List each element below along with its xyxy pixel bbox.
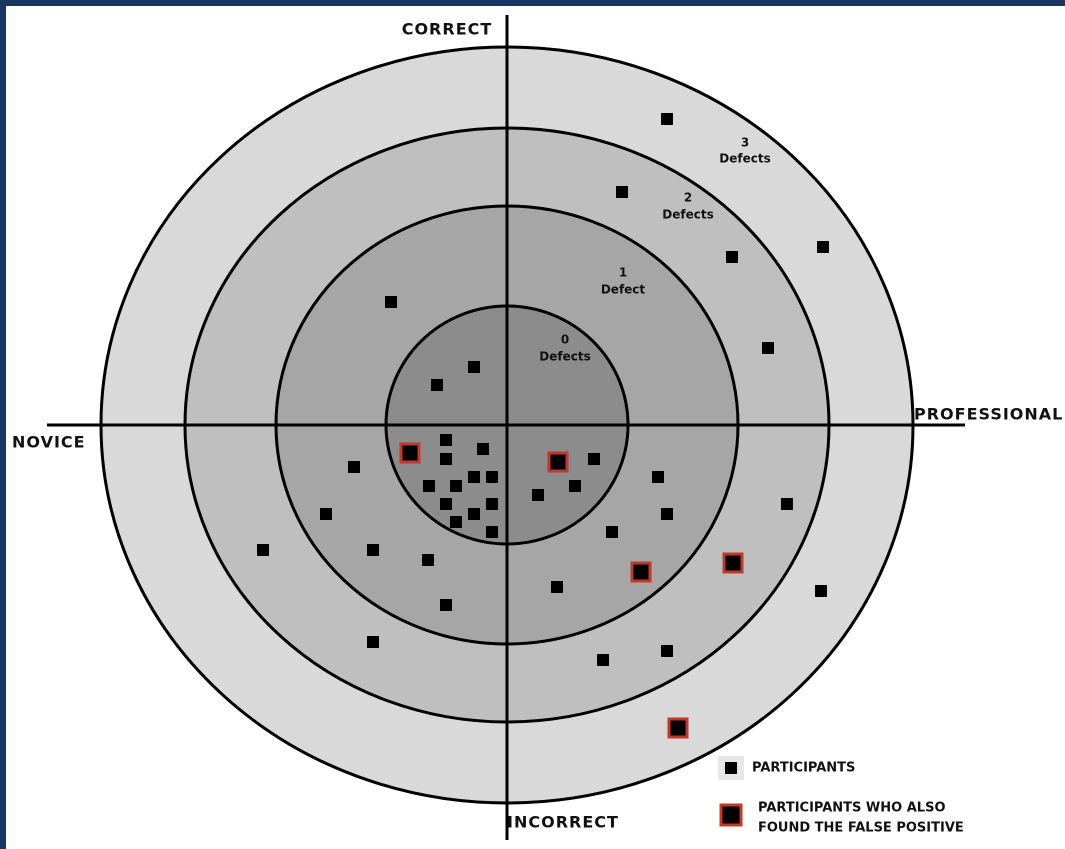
participant [817, 241, 829, 253]
participant [422, 554, 434, 566]
participant [440, 434, 452, 446]
legend-swatch-red [719, 803, 743, 827]
participant-false-positive [630, 561, 652, 583]
ring-count: 3 [741, 136, 749, 150]
participant [257, 544, 269, 556]
participant [468, 361, 480, 373]
participant [367, 544, 379, 556]
participant [450, 480, 462, 492]
participant [569, 480, 581, 492]
participant [486, 498, 498, 510]
participant [450, 516, 462, 528]
participant [440, 453, 452, 465]
legend-label: PARTICIPANTS [752, 761, 855, 776]
participant [661, 645, 673, 657]
participant [320, 508, 332, 520]
participant [423, 480, 435, 492]
participant [486, 471, 498, 483]
axis-label: PROFESSIONAL [914, 405, 1063, 424]
participant-false-positive [547, 451, 569, 473]
participant [815, 585, 827, 597]
participant-false-positive [667, 717, 689, 739]
participant [588, 453, 600, 465]
legend-swatch [725, 762, 737, 774]
participant [762, 342, 774, 354]
participant [616, 186, 628, 198]
participant [468, 508, 480, 520]
participant [477, 443, 489, 455]
ring-count: 0 [561, 333, 569, 347]
ring-count: 2 [684, 191, 692, 205]
ring-label: Defects [719, 152, 770, 166]
participant [661, 508, 673, 520]
participant [597, 654, 609, 666]
axis-label: NOVICE [12, 433, 86, 452]
participant [726, 251, 738, 263]
participant-false-positive [399, 442, 421, 464]
participant [781, 498, 793, 510]
participant-false-positive [722, 552, 744, 574]
participant [661, 113, 673, 125]
participant [367, 636, 379, 648]
participant [440, 498, 452, 510]
ring-label: Defect [601, 283, 646, 297]
axis-label: CORRECT [402, 20, 493, 39]
participant [652, 471, 664, 483]
participant [468, 471, 480, 483]
participant [385, 296, 397, 308]
legend-label: FOUND THE FALSE POSITIVE [758, 821, 964, 836]
ring-label: Defects [662, 208, 713, 222]
participant [431, 379, 443, 391]
axis-label: INCORRECT [507, 813, 619, 832]
ring-count: 1 [619, 266, 627, 280]
legend-label: PARTICIPANTS WHO ALSO [758, 801, 946, 816]
participant [606, 526, 618, 538]
ring-label: Defects [539, 350, 590, 364]
participant [348, 461, 360, 473]
participant [440, 599, 452, 611]
participant [486, 526, 498, 538]
participant [532, 489, 544, 501]
participant [551, 581, 563, 593]
